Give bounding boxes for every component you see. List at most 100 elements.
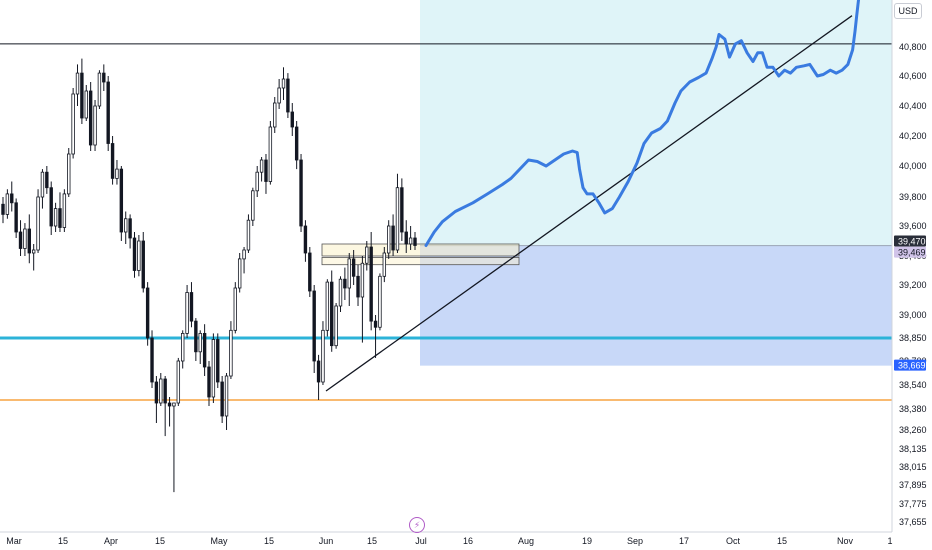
candle-body (308, 252, 312, 292)
time-axis[interactable]: Mar 15 Apr 15 May 15 Jun 15 Jul 16 Aug 19 Sep 17 Oct 15… (0, 531, 932, 550)
candle (154, 376, 159, 423)
candle-body (233, 287, 237, 331)
price-label: 39,470 (898, 237, 926, 247)
candle (198, 330, 202, 364)
candle-body (404, 231, 408, 245)
candle (391, 214, 395, 256)
candle-body (128, 218, 132, 239)
range-box (321, 243, 520, 257)
candle (360, 256, 365, 343)
drawings[interactable] (325, 0, 860, 392)
candle (343, 267, 347, 300)
candle-body (242, 249, 246, 260)
candle (290, 103, 294, 136)
candle (167, 397, 172, 427)
candle (395, 173, 400, 253)
candle-body (194, 320, 198, 353)
candle-body (110, 143, 115, 179)
candle-body (172, 402, 176, 407)
candle-body (10, 193, 14, 204)
candle-body (351, 258, 356, 277)
x-tick-label: 15 (264, 536, 274, 546)
price-label-bg (894, 246, 926, 258)
candle-body (316, 360, 321, 383)
candle-body (14, 202, 18, 233)
candle-body (211, 339, 216, 398)
zone-rectangles[interactable] (321, 243, 520, 266)
candle-body (277, 87, 281, 104)
candle (1, 197, 5, 224)
candle-body (53, 208, 58, 227)
candle-body (408, 237, 413, 245)
candle-body (119, 168, 124, 233)
candle (330, 270, 334, 352)
candle-body (373, 320, 378, 328)
candle-body (237, 258, 242, 289)
candle (369, 232, 373, 331)
candle (67, 148, 71, 197)
y-tick-label: 38,380 (899, 404, 927, 414)
candle-body (159, 378, 163, 404)
projection-path (424, 0, 860, 247)
candle-body (325, 281, 330, 331)
lightning-icon[interactable]: ⚡ (409, 517, 425, 533)
candle (312, 285, 316, 373)
y-tick-label: 39,800 (899, 192, 927, 202)
candle-body (220, 381, 224, 417)
y-tick-label: 38,850 (899, 333, 927, 343)
candle (71, 88, 75, 159)
candle (189, 282, 194, 328)
candle (259, 157, 264, 182)
x-tick-label: Nov (837, 536, 854, 546)
candle-body (176, 360, 181, 404)
x-tick-label: Jun (319, 536, 334, 546)
candle (224, 373, 229, 430)
y-tick-label: 38,015 (899, 462, 927, 472)
candle (356, 264, 360, 306)
candle (268, 121, 273, 185)
y-tick-label: 40,600 (899, 71, 927, 81)
candle-body (124, 218, 128, 233)
candle-body (391, 225, 395, 251)
candle (242, 247, 246, 274)
candle-body (259, 159, 264, 173)
candle-body (207, 366, 211, 398)
trendline (325, 15, 853, 392)
candle-body (154, 381, 159, 404)
candle-body (334, 305, 338, 347)
candle-body (88, 90, 93, 146)
candle-body (202, 332, 207, 368)
candle-body (400, 187, 404, 233)
candle (45, 166, 49, 194)
candle-body (268, 126, 273, 182)
candle (216, 333, 220, 388)
candle-body (185, 292, 189, 334)
y-tick-label: 40,400 (899, 101, 927, 111)
candle-body (97, 72, 102, 107)
x-tick-label: 19 (582, 536, 592, 546)
candle-body (378, 275, 382, 328)
candle-body (224, 375, 229, 417)
candle (237, 253, 242, 293)
price-label-bg (894, 359, 926, 371)
candle-body (40, 171, 45, 198)
candle-body (312, 290, 316, 362)
candle (150, 330, 154, 388)
price-axis[interactable]: 40,800 40,600 40,400 40,200 40,000 39,800 39,6… (891, 0, 932, 550)
candle (18, 220, 23, 256)
candle (80, 58, 84, 124)
candle-body (246, 219, 251, 251)
candle (246, 214, 251, 253)
price-axis-bg (892, 0, 932, 550)
currency-badge[interactable]: USD (894, 3, 922, 19)
candle (93, 100, 97, 151)
candle-body (36, 196, 40, 251)
candle (251, 187, 255, 226)
candle (163, 376, 167, 437)
candle (277, 79, 281, 109)
y-tick-label: 38,260 (899, 425, 927, 435)
price-label: 39,469 (898, 248, 926, 258)
candle (207, 361, 211, 406)
y-tick-label: 39,200 (899, 280, 927, 290)
